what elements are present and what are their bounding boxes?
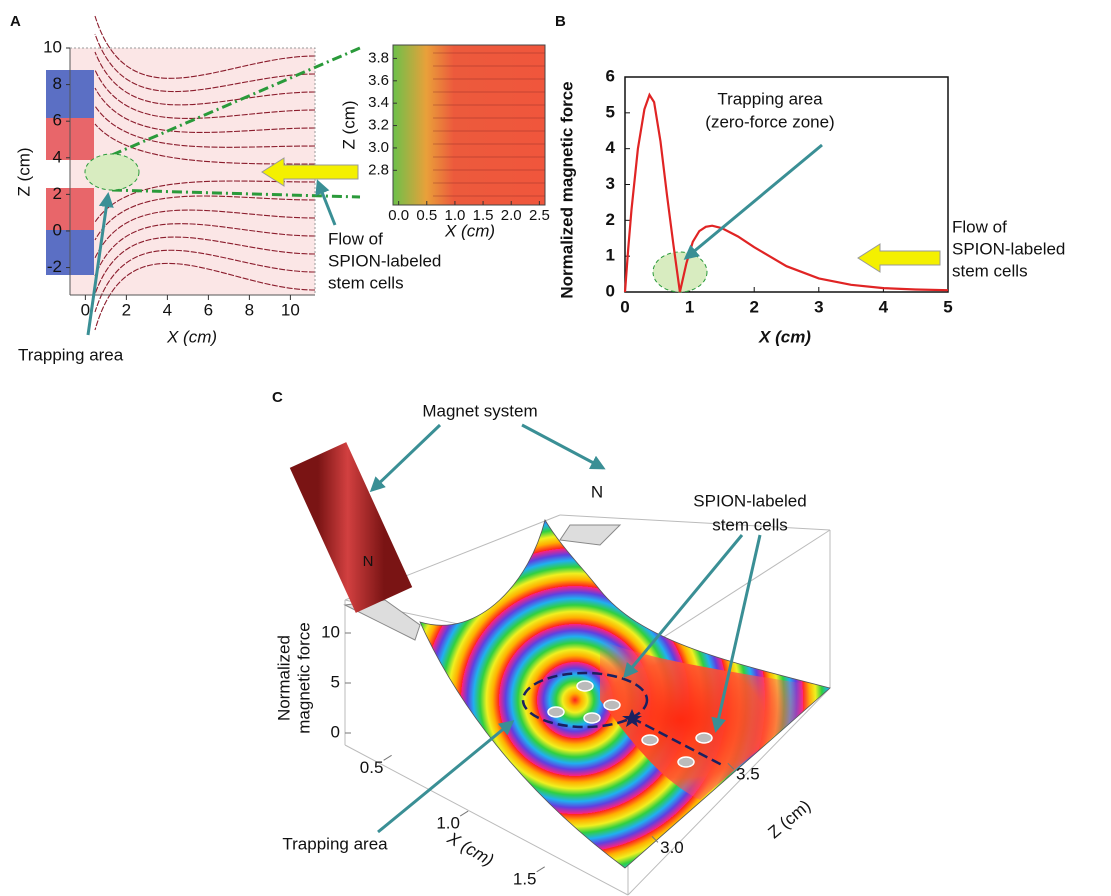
annotation: stem cells (712, 515, 788, 534)
z-tick-label: 0 (331, 722, 340, 741)
x-tick-label: 5 (943, 297, 952, 316)
magnet (318, 455, 384, 600)
figure: A0246810-20246810X (cm)Z (cm)Flow ofSPIO… (0, 0, 1111, 896)
y-tick-label: 1 (606, 246, 615, 265)
x-tick-label: 2.0 (501, 207, 522, 224)
y-tick-label: 2.8 (368, 161, 389, 178)
y-tick-label: 3.8 (368, 49, 389, 66)
y-tick-label: 3.0 (368, 139, 389, 156)
x-tick-label: 0.5 (360, 758, 384, 777)
x-tick-label: 8 (245, 300, 254, 319)
x-tick-label: 6 (204, 300, 213, 319)
stem-cell (604, 700, 620, 710)
y-tick-label: 2 (606, 210, 615, 229)
y-tick-label: 5 (606, 102, 615, 121)
annotation: stem cells (952, 261, 1028, 280)
inset-y-label: Z (cm) (339, 100, 358, 149)
x-tick-label: 2 (749, 297, 758, 316)
trapping-area (85, 154, 139, 190)
y-axis-label: Z (cm) (764, 796, 814, 842)
y-tick-label: 6 (53, 111, 62, 130)
stem-cell (642, 735, 658, 745)
y-tick-label: 3.4 (368, 94, 389, 111)
y-tick-label: 3.5 (736, 765, 760, 784)
annotation: SPION-labeled (328, 251, 441, 270)
annotation: Flow of (952, 217, 1007, 236)
z-axis-label: magnetic force (294, 622, 313, 734)
x-tick (460, 811, 468, 816)
arrow (372, 425, 440, 490)
y-axis-label: Z (cm) (14, 147, 33, 196)
y-tick-label: 3 (606, 174, 615, 193)
panel-letter: A (10, 13, 21, 30)
y-axis-label: Normalized magnetic force (557, 81, 576, 298)
y-tick-label: 10 (43, 37, 62, 56)
annotation: (zero-force zone) (705, 112, 834, 131)
x-tick-label: 4 (879, 297, 889, 316)
panel-letter: B (555, 13, 566, 30)
stem-cell (696, 733, 712, 743)
annotation: SPION-labeled (952, 239, 1065, 258)
z-axis-label: Normalized (274, 635, 293, 721)
x-axis-label: X (cm) (758, 327, 811, 346)
y-tick-label: 3.2 (368, 117, 389, 134)
y-tick-label: 8 (53, 74, 62, 93)
x-tick-label: 0 (620, 297, 629, 316)
x-axis-label: X (cm) (166, 327, 217, 346)
stem-cell (584, 713, 600, 723)
annotation: Trapping area (282, 834, 388, 853)
annotation: Trapping area (717, 89, 823, 108)
annotation: Flow of (328, 229, 383, 248)
y-tick-label: 6 (606, 66, 615, 85)
x-tick-label: 3 (814, 297, 823, 316)
x-tick-label: 0.0 (388, 207, 409, 224)
x-tick (537, 867, 545, 872)
annotation: stem cells (328, 273, 404, 292)
y-tick-label: 3.0 (660, 838, 684, 857)
flow-arrow (858, 244, 940, 272)
arrow (522, 425, 603, 468)
arrow (686, 145, 822, 258)
x-tick-label: 1 (685, 297, 694, 316)
panel-letter: C (272, 389, 283, 406)
x-tick-label: 2 (122, 300, 131, 319)
inset-map (393, 45, 545, 205)
y-tick-label: 0 (606, 281, 615, 300)
x-axis-label: X (cm) (443, 828, 497, 870)
annotation: SPION-labeled (693, 491, 806, 510)
x-tick-label: 1.5 (513, 869, 537, 888)
x-tick-label: 0.5 (416, 207, 437, 224)
pole-label: N (591, 482, 603, 501)
x-tick-label: 4 (163, 300, 172, 319)
x-tick-label: 10 (281, 300, 300, 319)
y-tick-label: 0 (53, 220, 62, 239)
z-tick-label: 10 (321, 622, 340, 641)
arrow (318, 182, 335, 225)
z-tick-label: 5 (331, 672, 340, 691)
inset-x-label: X (cm) (444, 221, 495, 240)
y-tick-label: -2 (47, 257, 62, 276)
y-tick-label: 2 (53, 184, 62, 203)
x-tick-label: 0 (81, 300, 90, 319)
stem-cell (678, 757, 694, 767)
x-tick-label: 2.5 (529, 207, 550, 224)
pole-label: N (363, 553, 374, 570)
stem-cell (577, 681, 593, 691)
stem-cell (548, 707, 564, 717)
y-tick-label: 4 (53, 147, 62, 166)
y-tick-label: 3.6 (368, 72, 389, 89)
annotation: Magnet system (422, 401, 537, 420)
y-tick-label: 4 (606, 138, 616, 157)
x-tick (384, 755, 392, 760)
annotation: Trapping area (18, 345, 124, 364)
